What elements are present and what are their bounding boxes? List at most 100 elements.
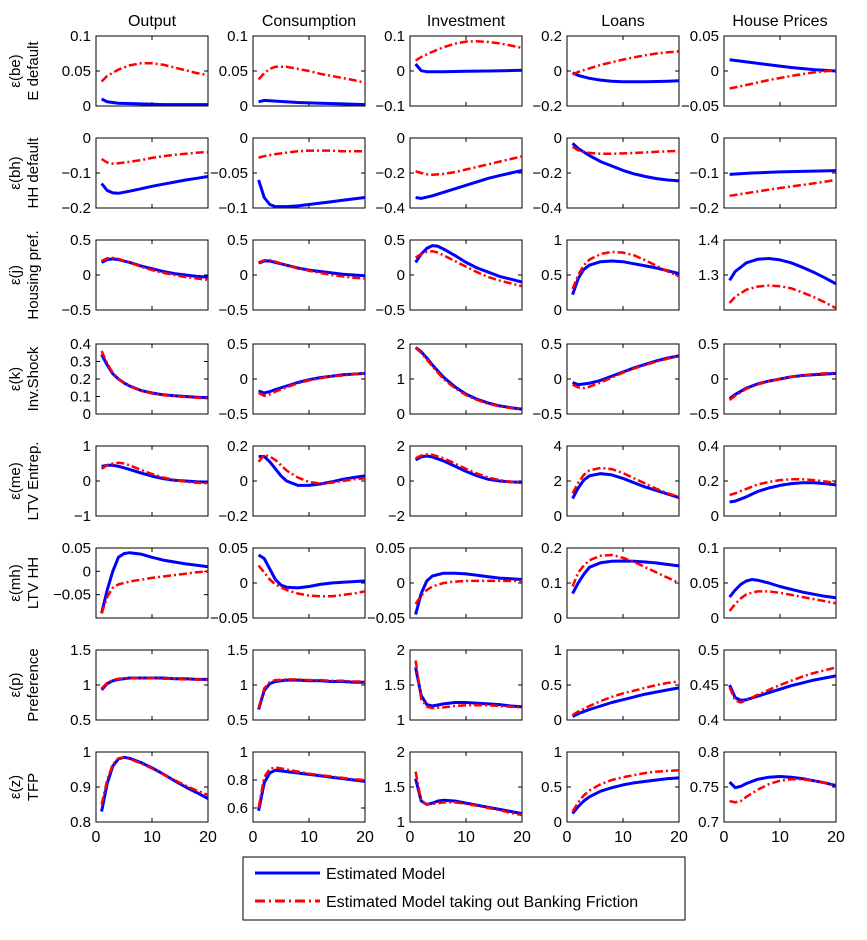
y-tick-label: −0.5 xyxy=(218,406,248,423)
y-tick-label: 1 xyxy=(83,438,91,455)
y-tick-label: 0.75 xyxy=(690,779,719,796)
y-tick-label: 0 xyxy=(240,98,248,115)
y-tick-label: −0.2 xyxy=(375,165,405,182)
column-title-investment: Investment xyxy=(427,13,506,30)
panel-r5-c2: −0.05 0 0.05 xyxy=(367,540,523,627)
y-tick-label: 1.5 xyxy=(384,677,405,694)
series-line-no-banking xyxy=(100,461,208,485)
y-tick-label: 1 xyxy=(83,744,91,761)
y-tick-label: 0.5 xyxy=(541,677,562,694)
series-line-no-banking xyxy=(257,766,365,809)
series-line-no-banking xyxy=(415,453,522,485)
y-tick-label: 1 xyxy=(240,677,248,694)
y-tick-label: −0.4 xyxy=(532,200,562,217)
series-line-estimated xyxy=(258,259,365,278)
panel-frame xyxy=(566,751,680,823)
series-line-no-banking xyxy=(257,453,365,485)
y-tick-label: 1 xyxy=(83,677,91,694)
y-tick-label: 1 xyxy=(554,744,562,761)
y-tick-label: 0.6 xyxy=(227,800,248,817)
column-title-consumption: Consumption xyxy=(262,13,356,30)
series-line-no-banking xyxy=(572,50,679,76)
series-line-no-banking xyxy=(572,354,679,390)
y-tick-label: −0.1 xyxy=(689,165,719,182)
panel-r5-c0: −0.05 0 0.05 xyxy=(53,540,209,619)
panel-r7-c0: 0.80.910 10 20 xyxy=(70,744,217,846)
y-tick-label: 0 xyxy=(397,406,405,423)
panel-r3-c1: −0.5 0 0.5 xyxy=(218,336,366,423)
x-tick-label: 20 xyxy=(827,829,845,846)
series-line-no-banking xyxy=(414,346,522,411)
row-label-1: ε(bh) HH default xyxy=(7,137,42,209)
y-tick-label: 0 xyxy=(554,302,562,319)
series-line-estimated xyxy=(101,463,208,484)
panel-r0-c1: 0 0.05 0.1 xyxy=(219,28,366,115)
series-line-estimated xyxy=(571,259,679,296)
y-tick-label: 0.5 xyxy=(384,232,405,249)
y-tick-label: 0.05 xyxy=(62,63,91,80)
y-tick-label: 0 xyxy=(554,712,562,729)
y-tick-label: −0.2 xyxy=(532,165,562,182)
y-tick-label: 0.5 xyxy=(70,712,91,729)
series-line-no-banking xyxy=(100,350,208,400)
y-tick-label: 0 xyxy=(711,610,719,627)
y-tick-label: 0.7 xyxy=(698,814,719,831)
y-tick-label: −0.4 xyxy=(375,200,405,217)
y-tick-label: 0.8 xyxy=(70,814,91,831)
row-label-5: ε(mh) LTV HH xyxy=(7,557,42,609)
panel-r7-c2: 11.520 10 20 xyxy=(384,744,531,846)
y-tick-label: 0 xyxy=(554,371,562,388)
y-tick-label: 0.1 xyxy=(70,389,91,406)
y-tick-label: 0 xyxy=(240,473,248,490)
series-line-no-banking xyxy=(100,150,208,165)
y-tick-label: −0.5 xyxy=(689,406,719,423)
panel-frame xyxy=(566,35,680,107)
legend-box xyxy=(242,856,686,921)
row-label-name: E default xyxy=(25,41,42,101)
series-line-no-banking xyxy=(258,149,365,159)
y-tick-label: 0.1 xyxy=(541,575,562,592)
y-tick-label: 0.05 xyxy=(690,28,719,45)
y-tick-label: 1 xyxy=(554,232,562,249)
series-line-estimated xyxy=(414,667,522,709)
y-tick-label: 1.5 xyxy=(70,642,91,659)
series-line-estimated xyxy=(729,169,836,176)
x-tick-label: 0 xyxy=(563,829,572,846)
row-label-shock: ε(k) xyxy=(7,367,24,391)
row-label-shock: ε(mh) xyxy=(7,564,24,602)
y-tick-label: 2 xyxy=(397,642,405,659)
series-line-no-banking xyxy=(415,155,522,177)
series-line-estimated xyxy=(729,481,836,504)
panel-r4-c3: 0 2 4 xyxy=(554,438,680,525)
y-tick-label: −1 xyxy=(74,508,91,525)
y-tick-label: 2 xyxy=(397,744,405,761)
panel-r4-c4: 0 0.2 0.4 xyxy=(698,438,837,525)
y-tick-label: 0 xyxy=(711,371,719,388)
row-label-6: ε(p) Preference xyxy=(7,648,42,721)
x-tick-label: 20 xyxy=(199,829,217,846)
row-label-4: ε(me) LTV Entrep. xyxy=(7,442,42,521)
y-tick-label: 0 xyxy=(397,575,405,592)
series-line-estimated xyxy=(258,455,365,487)
y-tick-label: 0.5 xyxy=(541,336,562,353)
series-line-no-banking xyxy=(571,680,679,717)
row-label-3: ε(k) Inv.Shock xyxy=(7,346,42,411)
y-tick-label: 1.4 xyxy=(698,232,719,249)
panel-frame xyxy=(95,35,209,107)
x-tick-label: 20 xyxy=(513,829,531,846)
series-line-estimated xyxy=(571,472,679,500)
series-line-estimated xyxy=(100,97,208,106)
series-line-no-banking xyxy=(414,40,522,62)
x-tick-label: 20 xyxy=(356,829,374,846)
row-label-2: ε(j) Housing pref. xyxy=(7,230,42,319)
series-line-no-banking xyxy=(729,778,836,804)
panel-r3-c0: 00.10.20.30.4 xyxy=(70,336,209,423)
y-tick-label: 1 xyxy=(554,642,562,659)
y-tick-label: 0.4 xyxy=(698,438,719,455)
series-line-no-banking xyxy=(257,678,365,709)
y-tick-label: 0.5 xyxy=(70,232,91,249)
panel-grid: ε(be) E default ε(bh) HH default ε(j) Housing… xyxy=(7,28,845,846)
series-line-estimated xyxy=(257,179,365,208)
y-tick-label: 0 xyxy=(554,130,562,147)
panel-r1-c0: −0.2 −0.1 0 xyxy=(61,130,209,217)
